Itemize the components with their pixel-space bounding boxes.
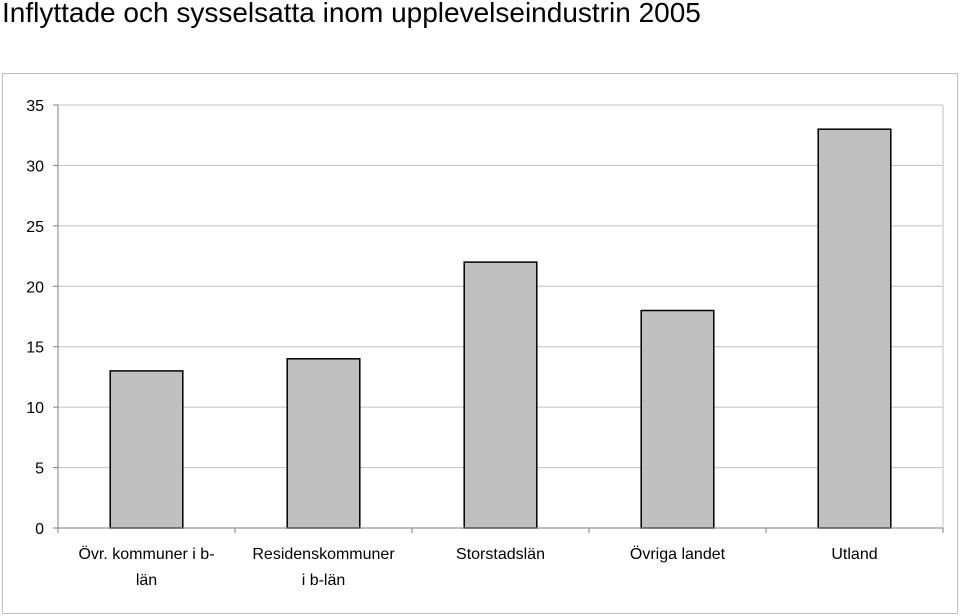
x-category-label: Övr. kommuner i b- xyxy=(78,545,214,563)
y-tick-label: 15 xyxy=(26,340,44,357)
chart-frame xyxy=(2,73,958,614)
grid-lines xyxy=(58,104,944,528)
y-tick-label: 30 xyxy=(26,158,44,175)
y-tick-label: 25 xyxy=(26,219,44,236)
y-tick-label: 0 xyxy=(35,521,44,538)
y-tick-label: 5 xyxy=(35,461,44,478)
bars xyxy=(109,128,892,529)
axes xyxy=(53,104,944,533)
x-category-label: Övriga landet xyxy=(630,545,726,563)
y-tick-label: 35 xyxy=(26,98,44,115)
bar xyxy=(286,358,361,529)
y-tick-labels: 0 5 10 15 20 25 30 35 xyxy=(26,98,44,538)
y-tick-label: 10 xyxy=(26,400,44,417)
bar xyxy=(463,261,538,529)
bar xyxy=(109,370,184,529)
bar xyxy=(817,128,892,529)
x-category-label: Storstadslän xyxy=(456,546,545,563)
x-category-label: Residenskommuner xyxy=(252,546,395,563)
x-category-label: Utland xyxy=(831,546,877,563)
y-tick-label: 20 xyxy=(26,279,44,296)
x-category-label: län xyxy=(136,572,157,589)
x-category-labels: Övr. kommuner i b-län Residenskommuner i b… xyxy=(78,545,877,589)
x-category-label: i b-län xyxy=(302,572,346,589)
bar xyxy=(640,309,715,529)
chart-title: Inflyttade och sysselsatta inom upplevel… xyxy=(2,0,701,28)
